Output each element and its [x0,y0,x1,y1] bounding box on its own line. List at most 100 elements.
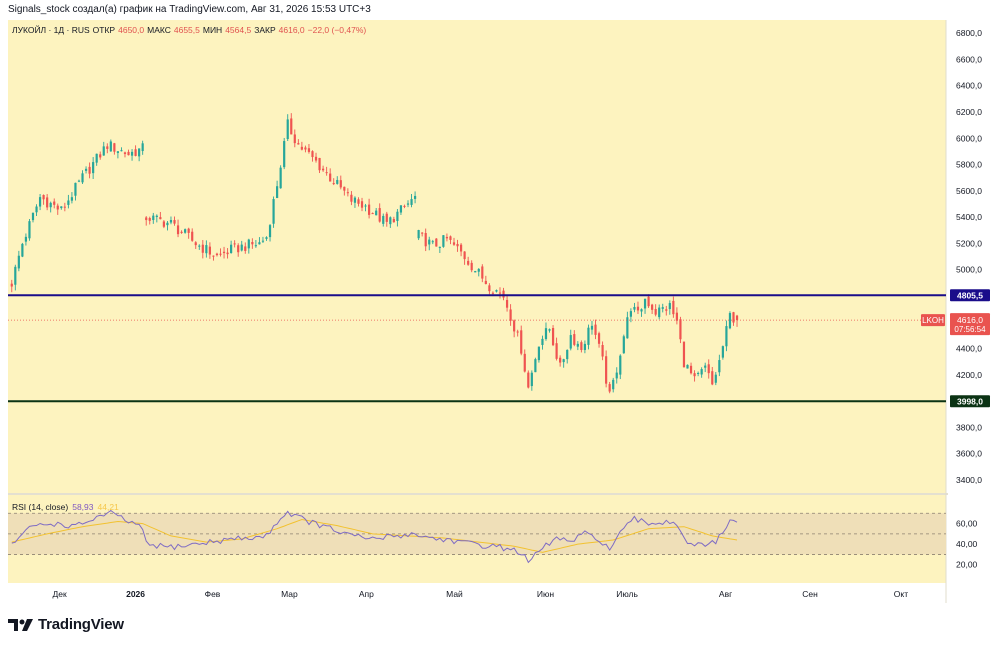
candle-body [548,329,551,331]
symbol-tag-label: LKOH [922,316,944,325]
time-tick-label: 2026 [126,589,145,599]
countdown-label: 07:56:54 [954,325,986,334]
candle-body [84,168,88,171]
candle-body [523,353,526,372]
price-tick-label: 4200,0 [956,370,982,380]
candle-body [130,151,134,156]
candle-body [403,205,406,207]
candle-body [382,215,385,224]
candle-body [481,266,484,279]
candle-body [268,225,272,238]
candle-body [205,245,208,254]
candle-body [484,280,487,284]
time-tick-label: Мар [281,589,298,599]
candle-body [406,203,410,205]
candle-body [502,290,505,298]
price-tick-label: 5600,0 [956,186,982,196]
candle-body [28,221,31,239]
time-tick-label: Дек [52,589,66,599]
candle-body [643,298,647,309]
support-tag [950,395,990,408]
candle-body [187,228,190,233]
candle-body [445,236,449,239]
candle-body [555,343,558,359]
candle-body [300,146,303,150]
candle-body [332,183,335,185]
candle-body [53,201,56,205]
candle-body [63,206,66,208]
candle-body [208,246,211,255]
price-tick-label: 6800,0 [956,28,982,38]
candle-body [396,211,399,221]
time-tick-label: Авг [719,589,732,599]
candle-body [297,143,300,145]
open-value: 4650,0 [118,25,145,35]
rsi-legend: RSI (14, close) 58,93 44,21 [12,502,119,512]
resistance-label: 4805,5 [957,290,983,300]
candle-body [686,364,689,369]
candle-body [562,359,565,363]
candle-body [311,151,314,158]
candle-body [109,141,112,152]
candle-body [293,134,296,144]
candle-body [463,251,466,260]
candle-body [697,372,700,374]
candle-body [247,239,250,249]
candle-body [566,349,569,360]
candle-body [141,143,144,152]
tradingview-brand[interactable]: TradingView [8,616,124,633]
candle-body [668,303,671,310]
candle-body [176,225,180,235]
candle-body [470,262,473,271]
candle-body [651,304,654,310]
candle-body [226,252,229,255]
candle-body [56,205,59,210]
candle-body [49,202,52,208]
candle-body [286,119,289,140]
candle-body [605,356,608,384]
candle-body [364,205,367,207]
candle-body [491,292,495,294]
candle-body [99,154,102,158]
candle-body [145,217,148,221]
candle-body [88,166,91,174]
candle-body [240,244,243,251]
candle-body [537,346,541,361]
candle-body [619,355,622,375]
candle-body [520,330,523,354]
candle-body [155,215,158,217]
candle-body [682,341,686,368]
candle-body [17,255,20,269]
candle-body [594,324,597,335]
candle-body [509,309,512,321]
candle-body [435,238,438,247]
candle-body [732,312,735,323]
price-tick-label: 3600,0 [956,449,982,459]
candle-body [576,343,579,347]
candle-body [237,245,240,253]
price-tick-label: 5000,0 [956,265,982,275]
candle-body [166,222,169,226]
candle-body [113,143,116,152]
candle-body [601,345,604,357]
candle-body [191,231,194,241]
candle-body [201,244,204,253]
last-price-label: 4616,0 [957,315,983,325]
candle-body [615,372,618,379]
last-price-tag [950,313,990,336]
rsi-tick-label: 60,00 [956,519,978,529]
close-label: ЗАКР [254,25,276,35]
candle-body [350,194,353,202]
candle-body [530,372,533,387]
candle-body [459,244,463,252]
candle-body [474,271,477,273]
candle-body [261,240,265,242]
candle-body [725,326,728,347]
candle-body [360,201,364,208]
candle-body [307,148,311,152]
candle-body [647,296,650,307]
candle-body [665,309,668,311]
candle-body [612,379,615,390]
candle-body [640,309,643,312]
